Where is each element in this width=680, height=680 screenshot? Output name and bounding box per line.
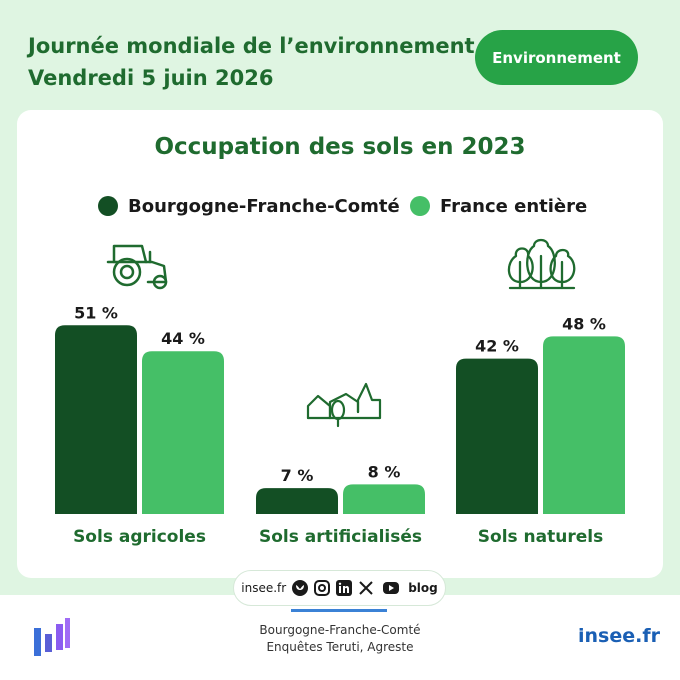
source-line-1: Bourgogne-Franche-Comté — [259, 623, 421, 637]
divider-line — [291, 609, 387, 612]
bluesky-icon[interactable] — [292, 580, 309, 596]
data-label-bfc-2: 42 % — [475, 337, 519, 356]
bar-france-1 — [343, 484, 425, 514]
bar-france-2 — [543, 336, 625, 514]
data-label-france-2: 48 % — [562, 314, 606, 333]
data-label-bfc-1: 7 % — [281, 466, 314, 485]
legend-swatch-light — [410, 196, 430, 216]
blog-link[interactable]: blog — [408, 581, 438, 595]
environment-badge[interactable]: Environnement — [475, 30, 638, 85]
legend-item-bfc: Bourgogne-Franche-Comté — [98, 194, 400, 218]
header-title: Journée mondiale de l’environnement Vend… — [28, 30, 475, 94]
data-label-france-1: 8 % — [368, 462, 401, 481]
legend-label-france: France entière — [440, 195, 588, 217]
header-line-1: Journée mondiale de l’environnement — [28, 34, 475, 58]
header-line-2: Vendredi 5 juin 2026 — [28, 66, 274, 90]
category-label-0: Sols agricoles — [73, 527, 206, 547]
category-label-2: Sols naturels — [478, 527, 603, 547]
insee-logo-icon — [34, 618, 70, 656]
insee-brand[interactable]: insee.fr — [578, 625, 660, 647]
trees-icon — [507, 238, 576, 290]
x-icon[interactable] — [358, 580, 374, 596]
site-link[interactable]: insee.fr — [241, 581, 287, 595]
tractor-icon — [106, 244, 168, 290]
legend-label-bfc: Bourgogne-Franche-Comté — [128, 195, 400, 217]
buildings-icon — [306, 382, 382, 428]
linkedin-icon[interactable] — [336, 580, 353, 596]
legend-item-france: France entière — [410, 194, 587, 218]
social-links-bar: insee.fr blog — [233, 570, 446, 606]
bar-bfc-2 — [456, 358, 538, 514]
chart-title: Occupation des sols en 2023 — [154, 134, 526, 160]
bar-bfc-0 — [55, 325, 137, 514]
data-label-france-0: 44 % — [161, 329, 205, 348]
category-label-1: Sols artificialisés — [259, 527, 422, 547]
legend-swatch-dark — [98, 196, 118, 216]
bar-chart: 51 % 44 % Sols agricoles 7 % 8 % Sols artific… — [55, 238, 625, 547]
youtube-icon[interactable] — [380, 580, 402, 596]
bar-france-0 — [142, 351, 224, 514]
bar-bfc-1 — [256, 488, 338, 514]
source-line-2: Enquêtes Teruti, Agreste — [266, 640, 414, 654]
source-text: Bourgogne-Franche-Comté Enquêtes Teruti,… — [0, 622, 680, 656]
instagram-icon[interactable] — [314, 580, 331, 596]
data-label-bfc-0: 51 % — [74, 303, 118, 322]
